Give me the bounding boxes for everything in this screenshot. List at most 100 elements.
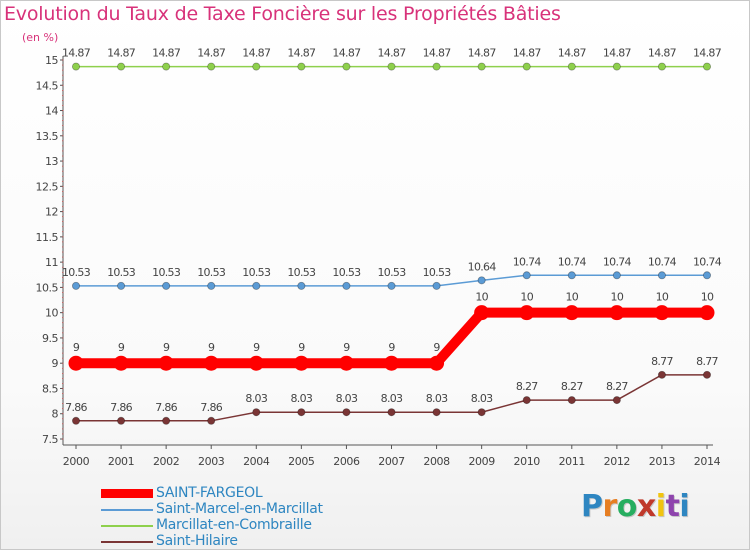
- y-tick-label: 11: [45, 256, 58, 269]
- logo-letter: x: [636, 489, 656, 524]
- data-label: 10: [611, 291, 624, 304]
- logo-letter: P: [581, 489, 603, 524]
- data-label: 14.87: [423, 47, 452, 60]
- y-tick-label: 12.5: [36, 180, 59, 193]
- data-point: [474, 305, 490, 321]
- data-point: [113, 355, 129, 371]
- data-label: 14.87: [648, 47, 677, 60]
- data-point: [612, 271, 621, 280]
- legend-label: Saint-Hilaire: [156, 533, 238, 549]
- legend-swatch: [101, 509, 153, 511]
- data-label: 8.77: [651, 355, 673, 368]
- data-label: 8.03: [245, 392, 267, 405]
- data-label: 14.87: [693, 47, 722, 60]
- data-point: [207, 62, 216, 71]
- data-point: [207, 281, 216, 290]
- data-label: 9: [163, 341, 170, 354]
- legend-label: Saint-Marcel-en-Marcillat: [156, 501, 323, 517]
- data-point: [703, 62, 712, 71]
- data-point: [567, 62, 576, 71]
- data-point: [522, 396, 531, 405]
- y-tick-label: 9: [52, 357, 59, 370]
- data-label: 10: [701, 291, 714, 304]
- data-point: [567, 271, 576, 280]
- data-point: [162, 281, 171, 290]
- data-label: 10.53: [423, 266, 452, 279]
- data-label: 10.74: [558, 255, 587, 268]
- logo-letter: r: [602, 489, 618, 524]
- data-point: [477, 62, 486, 71]
- data-label: 14.87: [378, 47, 407, 60]
- y-tick-label: 13.5: [36, 130, 59, 143]
- legend-swatch: [101, 489, 153, 498]
- data-point: [387, 408, 396, 417]
- data-label: 7.86: [155, 401, 177, 414]
- data-point: [657, 370, 666, 379]
- data-label: 10.74: [513, 255, 542, 268]
- y-tick-label: 12: [45, 206, 58, 219]
- data-label: 14.87: [468, 47, 497, 60]
- data-label: 10: [656, 291, 669, 304]
- legend-swatch: [101, 541, 153, 543]
- y-tick-label: 10.5: [36, 281, 59, 294]
- data-label: 10.74: [693, 255, 722, 268]
- data-point: [297, 62, 306, 71]
- x-tick-label: 2014: [694, 455, 721, 468]
- legend-swatch: [101, 525, 153, 527]
- data-point: [703, 370, 712, 379]
- x-tick-label: 2012: [604, 455, 630, 468]
- y-tick-label: 8: [52, 408, 59, 421]
- y-tick-label: 14: [45, 105, 58, 118]
- data-label: 8.77: [696, 355, 718, 368]
- data-point: [72, 281, 81, 290]
- data-point: [207, 416, 216, 425]
- data-point: [162, 416, 171, 425]
- data-point: [252, 62, 261, 71]
- data-label: 10: [475, 291, 488, 304]
- x-tick-label: 2009: [468, 455, 495, 468]
- data-point: [117, 281, 126, 290]
- data-label: 9: [298, 341, 305, 354]
- data-point: [387, 62, 396, 71]
- data-point: [158, 355, 174, 371]
- data-label: 9: [433, 341, 440, 354]
- data-label: 10.53: [378, 266, 407, 279]
- data-label: 8.03: [381, 392, 403, 405]
- data-label: 9: [388, 341, 395, 354]
- data-label: 8.03: [426, 392, 448, 405]
- data-label: 9: [253, 341, 260, 354]
- x-tick-label: 2002: [153, 455, 179, 468]
- data-point: [72, 62, 81, 71]
- data-label: 14.87: [332, 47, 361, 60]
- data-label: 7.86: [110, 401, 132, 414]
- data-label: 10.53: [332, 266, 361, 279]
- data-point: [612, 396, 621, 405]
- data-label: 10: [565, 291, 578, 304]
- data-label: 14.87: [603, 47, 632, 60]
- data-label: 9: [118, 341, 125, 354]
- data-point: [338, 355, 354, 371]
- data-point: [72, 416, 81, 425]
- y-tick-label: 7.5: [42, 433, 58, 446]
- data-point: [609, 305, 625, 321]
- data-point: [117, 416, 126, 425]
- data-label: 10.53: [287, 266, 316, 279]
- x-tick-label: 2000: [63, 455, 90, 468]
- data-label: 10.53: [107, 266, 136, 279]
- data-label: 14.87: [62, 47, 91, 60]
- data-point: [477, 276, 486, 285]
- data-point: [522, 62, 531, 71]
- legend-label: SAINT-FARGEOL: [156, 485, 263, 501]
- data-point: [567, 396, 576, 405]
- x-tick-label: 2004: [243, 455, 270, 468]
- data-point: [68, 355, 84, 371]
- data-point: [252, 408, 261, 417]
- data-point: [657, 62, 666, 71]
- x-tick-label: 2010: [514, 455, 541, 468]
- data-label: 14.87: [197, 47, 226, 60]
- data-point: [342, 281, 351, 290]
- data-label: 8.03: [336, 392, 358, 405]
- data-point: [432, 62, 441, 71]
- y-tick-label: 9.5: [42, 332, 58, 345]
